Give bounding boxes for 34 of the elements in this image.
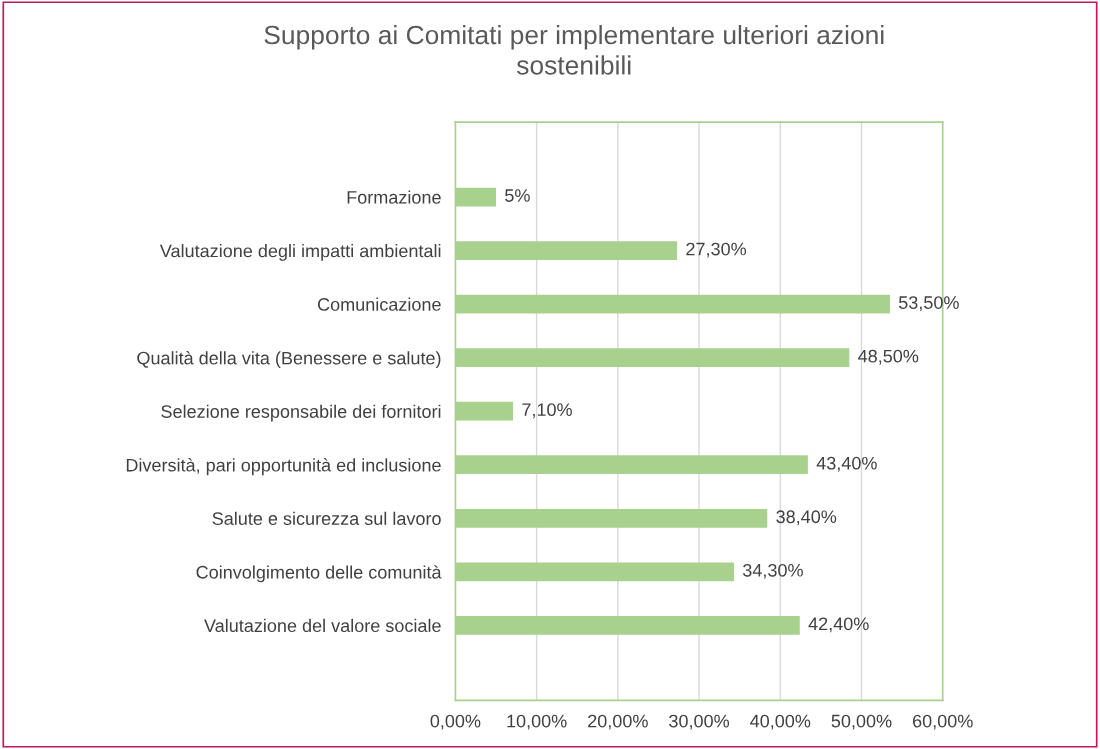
x-tick-label: 40,00% xyxy=(750,714,811,730)
x-tick-label: 60,00% xyxy=(913,714,973,730)
bar xyxy=(455,294,890,314)
data-label: 38,40% xyxy=(776,510,837,526)
x-tick-label: 50,00% xyxy=(831,714,892,730)
bar xyxy=(455,348,850,368)
data-label: 7,10% xyxy=(522,403,572,419)
y-tick-label: Formazione xyxy=(347,190,441,204)
bar xyxy=(455,508,768,528)
y-tick-label: Coinvolgimento delle comunità xyxy=(196,565,442,583)
chart-title: Supporto ai Comitati per implementare ulteriori azioni sostenibili xyxy=(264,24,884,75)
y-tick-label: Diversità, pari opportunità ed inclusione xyxy=(126,458,441,476)
y-tick-label: Salute e sicurezza sul lavoro xyxy=(212,511,441,525)
x-tick-label: 0,00% xyxy=(430,714,481,730)
data-label: 27,30% xyxy=(686,242,747,258)
bar xyxy=(455,455,808,475)
y-tick-label: Valutazione degli impatti ambientali xyxy=(159,244,441,261)
x-tick-label: 30,00% xyxy=(669,714,730,730)
bar xyxy=(455,615,800,635)
y-tick-label: Valutazione del valore sociale xyxy=(204,618,441,633)
data-label: 34,30% xyxy=(742,563,803,579)
bar xyxy=(455,401,514,421)
data-label: 5% xyxy=(505,189,530,202)
bar xyxy=(455,187,497,207)
data-label: 42,40% xyxy=(808,617,869,633)
x-tick-label: 20,00% xyxy=(588,714,648,730)
y-tick-label: Comunicazione xyxy=(317,297,441,311)
bar xyxy=(455,562,734,582)
y-tick-label: Selezione responsabile dei fornitori xyxy=(161,404,441,422)
y-tick-label: Qualità della vita (Benessere e salute) xyxy=(137,351,441,369)
x-tick-label: 10,00% xyxy=(507,714,567,730)
bar xyxy=(455,241,678,260)
data-label: 48,50% xyxy=(858,349,919,365)
data-label: 43,40% xyxy=(816,456,877,472)
